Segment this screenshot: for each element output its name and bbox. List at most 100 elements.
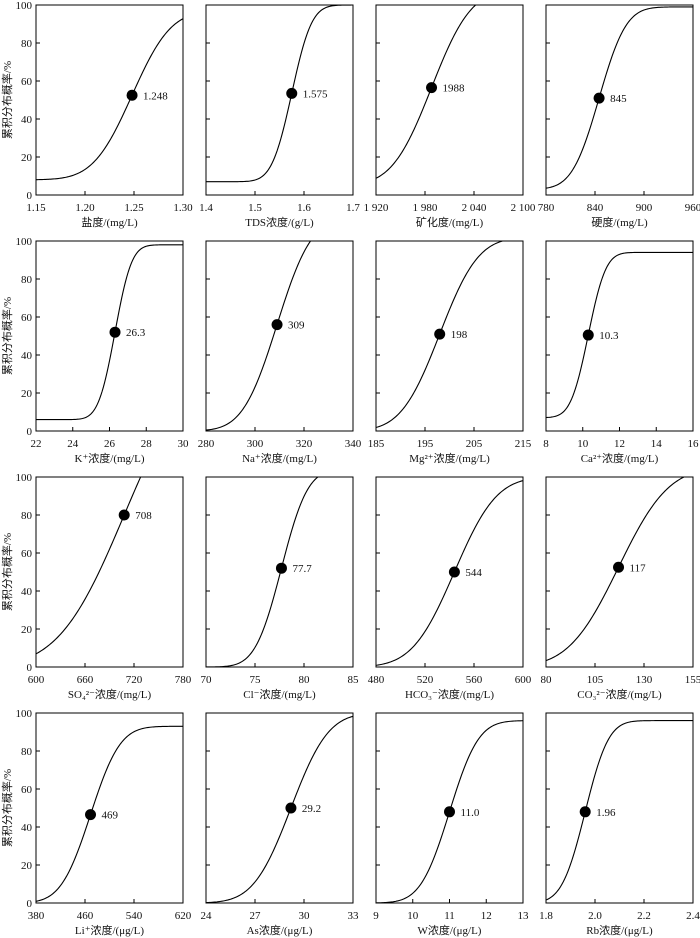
mean-marker	[593, 92, 605, 104]
x-tick-label: 80	[299, 674, 311, 686]
cdf-curve	[376, 241, 505, 429]
x-tick-label: 215	[515, 438, 532, 450]
x-axis-label: Mg²⁺浓度/(mg/L)	[409, 451, 490, 465]
x-tick-label: 26	[104, 438, 116, 450]
mean-label: 1.248	[143, 90, 168, 102]
y-axis-label: 累积分布概率/%	[0, 297, 14, 375]
x-tick-label: 600	[515, 674, 532, 686]
mean-marker	[426, 82, 438, 94]
mean-label: 29.2	[302, 803, 321, 815]
y-tick-label: 100	[16, 0, 33, 12]
mean-marker	[448, 566, 460, 578]
mean-label: 26.3	[126, 327, 146, 339]
x-tick-label: 720	[126, 674, 143, 686]
x-tick-label: 24	[67, 438, 79, 450]
subplot-13: 0 20 40 60 80 100 380 460 540 620 Li⁺浓度/(μg/L) 469	[16, 708, 192, 937]
mean-label: 544	[465, 567, 482, 579]
cdf-curve	[546, 251, 693, 419]
x-tick-label: 80	[541, 674, 553, 686]
x-tick-label: 1.15	[26, 202, 46, 214]
y-tick-label: 100	[16, 236, 33, 248]
plot-frame	[545, 476, 694, 668]
x-tick-label: 13	[518, 910, 530, 922]
plot-frame	[35, 712, 184, 904]
x-tick-label: 1 980	[413, 202, 438, 214]
x-tick-label: 105	[587, 674, 604, 686]
plot-frame	[35, 240, 184, 432]
x-tick-label: 280	[198, 438, 215, 450]
x-tick-label: 320	[296, 438, 313, 450]
x-tick-label: 9	[373, 910, 379, 922]
x-axis-label: As浓度/(μg/L)	[247, 923, 313, 937]
plot-frame	[375, 4, 524, 196]
cdf-curve	[36, 725, 183, 902]
x-tick-label: 130	[636, 674, 653, 686]
x-tick-label: 840	[587, 202, 604, 214]
subplot-12: 80 105 130 155 CO₃²⁻浓度/(mg/L) 117	[541, 476, 700, 701]
x-axis-label: Na⁺浓度/(mg/L)	[242, 451, 317, 465]
x-tick-label: 340	[345, 438, 362, 450]
x-tick-label: 1.8	[539, 910, 553, 922]
x-tick-label: 1.25	[124, 202, 144, 214]
mean-label: 10.3	[599, 330, 619, 342]
y-tick-label: 80	[21, 746, 33, 758]
x-tick-label: 24	[201, 910, 213, 922]
x-tick-label: 2.4	[686, 910, 700, 922]
x-axis-label: 矿化度/(mg/L)	[416, 215, 484, 229]
y-tick-label: 0	[27, 190, 33, 202]
y-tick-label: 80	[21, 510, 33, 522]
subplot-2: 1.4 1.5 1.6 1.7 TDS浓度/(g/L) 1.575	[199, 4, 360, 229]
y-tick-label: 20	[21, 152, 33, 164]
y-tick-label: 20	[21, 624, 33, 636]
x-axis-label: TDS浓度/(g/L)	[245, 215, 314, 229]
mean-marker	[109, 326, 121, 338]
x-tick-label: 27	[250, 910, 262, 922]
x-tick-label: 28	[141, 438, 153, 450]
x-tick-label: 12	[481, 910, 492, 922]
x-axis-label: HCO₃⁻浓度/(mg/L)	[405, 687, 494, 701]
x-tick-label: 300	[247, 438, 264, 450]
y-tick-label: 0	[27, 662, 33, 674]
y-tick-label: 100	[16, 708, 33, 720]
subplot-8: 8 10 12 14 16 Ca²⁺浓度/(mg/L) 10.3	[543, 240, 700, 465]
subplot-15: 9 10 11 12 13 W浓度/(μg/L) 11.0	[373, 712, 530, 937]
x-tick-label: 30	[299, 910, 311, 922]
mean-marker	[285, 802, 297, 814]
x-tick-label: 600	[28, 674, 45, 686]
x-tick-label: 8	[543, 438, 549, 450]
x-tick-label: 900	[636, 202, 653, 214]
mean-marker	[582, 329, 594, 341]
x-tick-label: 16	[688, 438, 700, 450]
x-axis-label: Ca²⁺浓度/(mg/L)	[581, 451, 659, 465]
x-tick-label: 195	[417, 438, 434, 450]
mean-label: 708	[135, 510, 152, 522]
x-tick-label: 2 040	[462, 202, 487, 214]
y-tick-label: 80	[21, 38, 33, 50]
x-tick-label: 2 100	[511, 202, 536, 214]
x-tick-label: 660	[77, 674, 94, 686]
mean-marker	[85, 809, 97, 821]
mean-label: 1.575	[303, 88, 328, 100]
subplot-11: 480 520 560 600 HCO₃⁻浓度/(mg/L) 544	[368, 476, 532, 701]
y-tick-label: 60	[21, 312, 33, 324]
x-tick-label: 1.7	[346, 202, 360, 214]
subplot-7: 185 195 205 215 Mg²⁺浓度/(mg/L) 198	[368, 240, 532, 465]
subplot-1: 0 20 40 60 80 100 1.15 1.20 1.25 1.30 盐度/(mg/L) 1.2…	[16, 0, 194, 229]
plot-frame	[35, 476, 184, 668]
plot-frame	[545, 4, 694, 196]
x-tick-label: 620	[175, 910, 192, 922]
cdf-curve	[376, 5, 477, 179]
x-axis-label: 盐度/(mg/L)	[81, 215, 138, 229]
subplot-14: 24 27 30 33 As浓度/(μg/L) 29.2	[201, 712, 359, 937]
x-tick-label: 380	[28, 910, 45, 922]
subplot-6: 280 300 320 340 Na⁺浓度/(mg/L) 309	[198, 240, 362, 465]
plot-frame	[35, 4, 184, 196]
x-tick-label: 1.6	[297, 202, 311, 214]
y-tick-label: 40	[21, 822, 33, 834]
x-tick-label: 12	[614, 438, 625, 450]
x-axis-label: Cl⁻浓度/(mg/L)	[243, 687, 316, 701]
x-tick-label: 11	[444, 910, 455, 922]
y-tick-label: 60	[21, 76, 33, 88]
subplot-16: 1.8 2.0 2.2 2.4 Rb浓度/(μg/L) 1.96	[539, 712, 700, 937]
